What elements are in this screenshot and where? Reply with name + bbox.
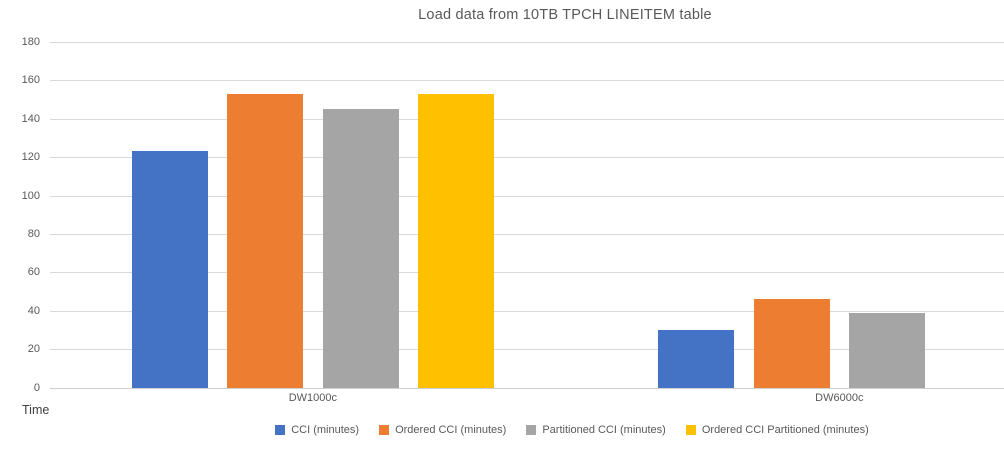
- legend-item-label: Ordered CCI Partitioned (minutes): [701, 424, 869, 436]
- gridline-y-100: [50, 195, 1004, 197]
- legend-item-series-3: Ordered CCI Partitioned (minutes): [685, 424, 869, 436]
- axis-title-time: Time: [22, 403, 50, 417]
- bar-DW1000c-series-3: [417, 93, 494, 388]
- x-axis-category-label: DW6000c: [815, 392, 864, 404]
- legend: CCI (minutes) Ordered CCI (minutes) Partit…: [70, 423, 1004, 437]
- legend-item-series-2: Partitioned CCI (minutes): [526, 424, 666, 436]
- bar-DW1000c-series-0: [132, 151, 208, 388]
- gridline-y-40: [50, 310, 1004, 312]
- gridline-y-60: [50, 272, 1004, 274]
- chart-title: Load data from 10TB TPCH LINEITEM table: [418, 7, 712, 23]
- y-axis-tick-label: 60: [27, 266, 40, 279]
- bar-DW1000c-series-2: [322, 109, 399, 388]
- y-axis-tick-label: 0: [33, 381, 40, 394]
- gridline-y-140: [50, 118, 1004, 120]
- y-axis-tick-label: 120: [21, 151, 40, 163]
- legend-swatch-icon: [685, 425, 696, 435]
- bar-DW1000c-series-1: [227, 93, 304, 388]
- y-axis-tick-label: 180: [21, 35, 40, 48]
- legend-swatch-icon: [275, 425, 286, 435]
- legend-item-label: Partitioned CCI (minutes): [542, 424, 666, 436]
- gridline-y-120: [50, 157, 1004, 158]
- legend-item-series-0: CCI (minutes): [275, 424, 359, 436]
- gridline-y-0: [50, 387, 1004, 389]
- gridline-y-20: [50, 349, 1004, 351]
- y-axis-tick-label: 80: [27, 227, 40, 240]
- bar-DW6000c-series-0: [658, 330, 735, 388]
- y-axis-tick-label: 140: [21, 112, 40, 125]
- x-axis-category-label: DW1000c: [288, 392, 338, 404]
- legend-swatch-icon: [526, 425, 537, 435]
- gridline-y-180: [50, 41, 1004, 43]
- bar-DW6000c-series-1: [753, 299, 830, 388]
- gridline-y-160: [50, 80, 1004, 82]
- y-axis-tick-label: 40: [27, 304, 40, 317]
- legend-swatch-icon: [379, 425, 390, 435]
- legend-item-label: Ordered CCI (minutes): [395, 424, 507, 436]
- gridline-y-80: [50, 233, 1004, 235]
- bar-DW6000c-series-2: [848, 312, 925, 388]
- y-axis-tick-label: 100: [21, 189, 40, 202]
- y-axis-tick-label: 160: [21, 74, 40, 87]
- legend-item-series-1: Ordered CCI (minutes): [379, 424, 506, 436]
- legend-item-label: CCI (minutes): [291, 424, 360, 436]
- y-axis-tick-label: 20: [27, 343, 40, 356]
